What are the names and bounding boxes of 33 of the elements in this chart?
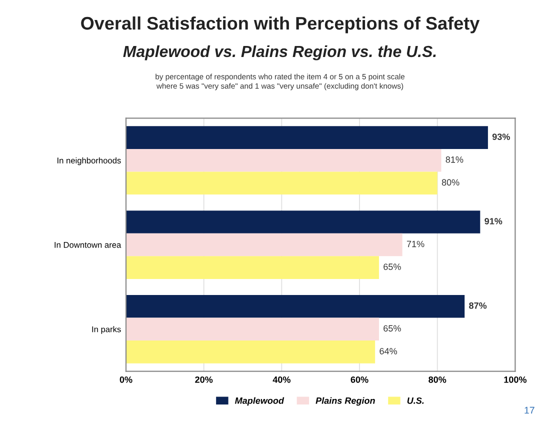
x-tick-label: 40% [272,376,290,383]
bar [126,172,438,195]
bar [126,210,480,234]
bar [126,126,488,149]
x-tick-label: 80% [428,376,446,383]
data-label: 65% [384,325,401,332]
x-tick-label: 100% [504,376,527,383]
y-tick-label: In parks [92,326,121,334]
data-label: 80% [442,179,460,186]
text: 17 [524,406,534,414]
data-label: 65% [384,264,401,270]
bar [126,148,442,172]
data-label: 87% [469,302,487,309]
x-tick-label: 60% [350,376,368,383]
data-label: 91% [484,218,502,224]
y-tick-label: In neighborhoods [58,157,121,166]
legend-label: Plains Region [316,397,375,406]
chart-title: Overall Satisfaction with Perceptions of Safety [81,16,480,34]
bar [126,294,465,318]
bar [126,340,376,364]
bar [126,318,379,341]
bar [126,233,402,256]
data-label: 93% [492,134,510,140]
data-label: 71% [406,240,424,248]
x-tick-label: 20% [195,376,213,383]
legend-label: U.S. [407,397,424,404]
x-tick-label: 0% [120,376,132,383]
legend-label: Maplewood [234,397,284,406]
y-tick-label: In Downtown area [54,242,122,248]
chart-subtitle: Maplewood vs. Plains Region vs. the U.S. [123,45,436,60]
data-label: 64% [380,348,397,354]
bar [126,256,379,279]
data-label: 81% [446,156,464,163]
